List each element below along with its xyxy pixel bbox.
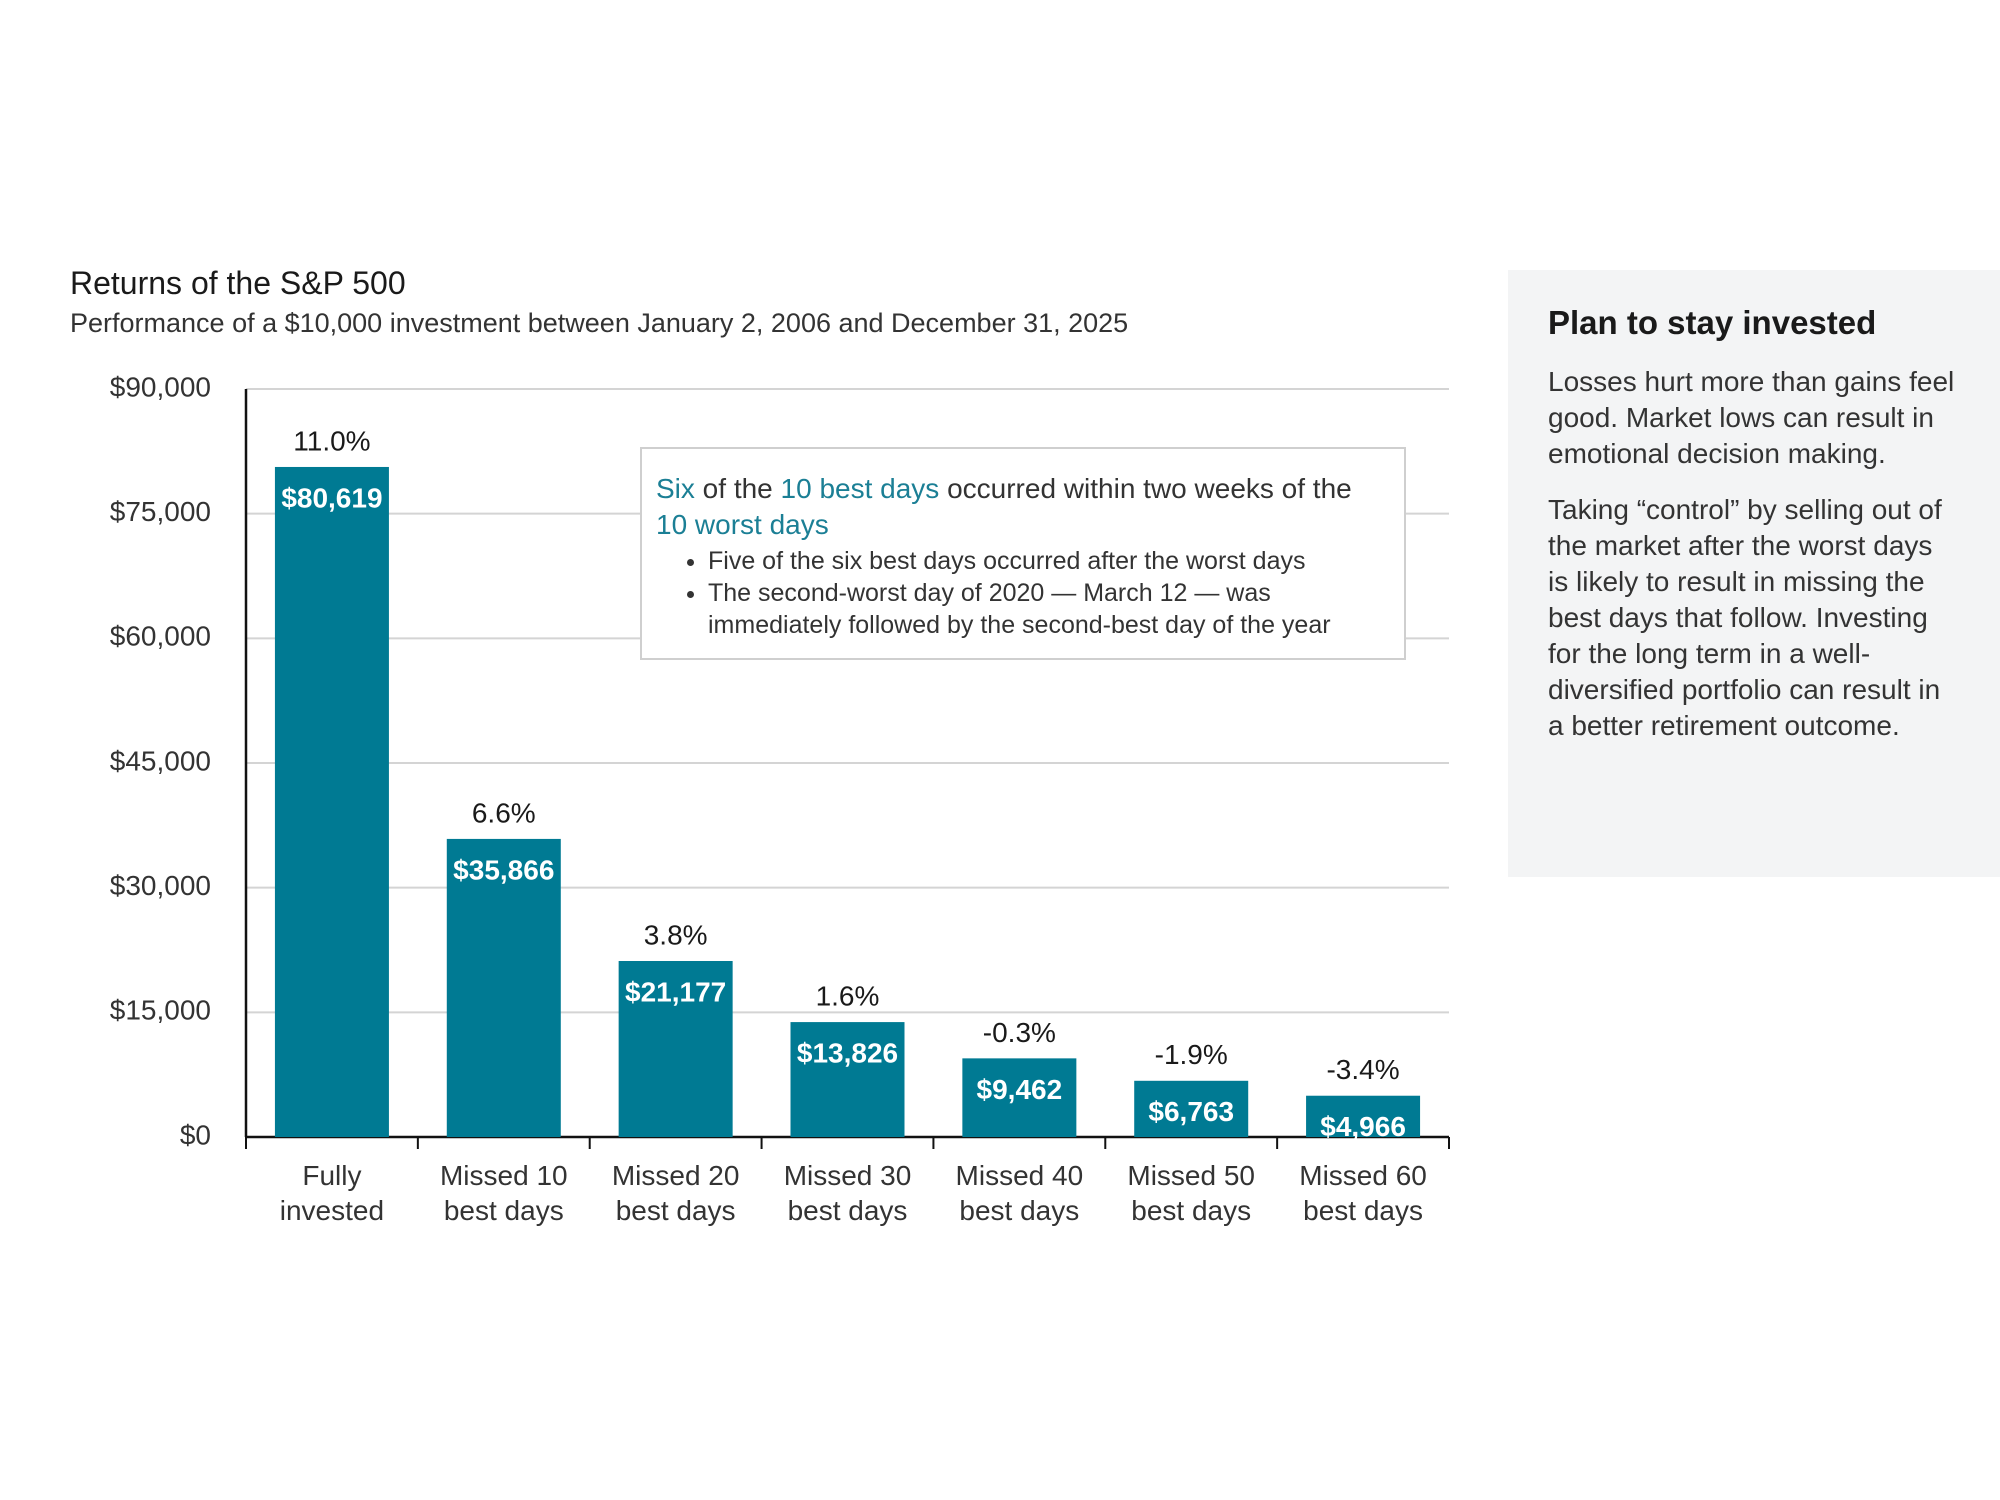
x-tick-label: Missed 60 best days [1299,1160,1427,1226]
bar [962,1058,1077,1137]
return-label: 3.8% [644,919,708,950]
return-label: 1.6% [816,980,880,1011]
value-label: $6,763 [1148,1096,1234,1127]
return-label: 6.6% [472,797,536,828]
chart-title: Returns of the S&P 500 [70,265,406,301]
x-tick-label: Fully invested [279,1160,385,1226]
side-paragraph: Losses hurt more than gains feel good. M… [1548,366,1955,469]
return-label: -1.9% [1155,1039,1228,1070]
y-tick-label: $60,000 [110,621,211,652]
bar [446,838,561,1137]
value-label: $21,177 [625,976,726,1007]
y-tick-label: $45,000 [110,745,211,776]
return-label: -0.3% [983,1017,1056,1048]
callout-bullet: The second-worst day of 2020 — March 12 … [708,577,1390,641]
y-tick-label: $30,000 [110,870,211,901]
callout-bullets: Five of the six best days occurred after… [656,545,1390,641]
side-title: Plan to stay invested [1548,304,1877,341]
callout: Six of the 10 best days occurred within … [640,447,1406,660]
callout-heading-part: of the [694,473,781,504]
x-tick-label: Missed 20 best days [611,1160,740,1226]
value-label: $80,619 [281,482,382,513]
callout-heading-part: 10 best days [780,473,940,504]
return-label: 11.0% [293,425,370,456]
x-tick-label: Missed 50 best days [1127,1160,1256,1226]
x-tick-label: Missed 40 best days [955,1160,1084,1226]
bar [1134,1080,1249,1137]
bar [790,1022,905,1137]
y-tick-label: $90,000 [110,371,211,402]
y-tick-label: $0 [180,1119,211,1150]
bar [274,466,389,1137]
callout-heading: Six of the 10 best days occurred within … [656,471,1390,543]
y-tick-label: $15,000 [110,995,211,1026]
x-tick-label: Missed 10 best days [439,1160,568,1226]
return-label: -3.4% [1326,1054,1399,1085]
value-label: $13,826 [797,1037,898,1068]
bar [618,960,733,1137]
value-label: $35,866 [453,854,554,885]
chart-subtitle: Performance of a $10,000 investment betw… [70,308,1129,338]
callout-bullet: Five of the six best days occurred after… [708,545,1390,577]
value-label: $9,462 [977,1074,1063,1105]
side-panel: Plan to stay invested Losses hurt more t… [1508,270,2000,877]
callout-heading-part: 10 worst days [656,509,829,540]
callout-heading-part: Six [656,473,695,504]
side-paragraph: Taking “control” by selling out of the m… [1548,494,1942,741]
side-paragraphs: Losses hurt more than gains feel good. M… [1548,364,1960,744]
y-tick-label: $75,000 [110,496,211,527]
x-tick-label: Missed 30 best days [783,1160,912,1226]
callout-heading-part: occurred within two weeks of the [939,473,1352,504]
bar [1306,1095,1421,1137]
value-label: $4,966 [1320,1111,1406,1142]
